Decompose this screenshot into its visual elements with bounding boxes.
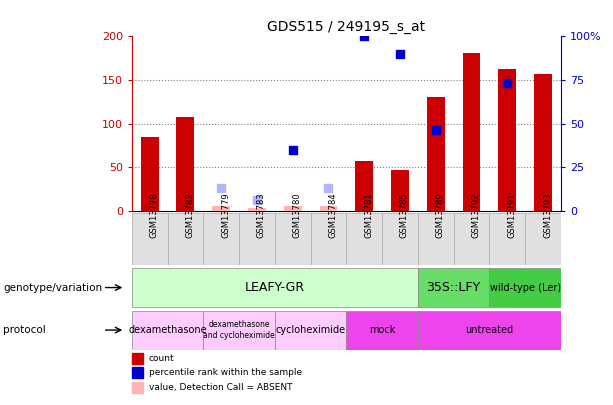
Text: value, Detection Call = ABSENT: value, Detection Call = ABSENT [149,383,292,392]
FancyBboxPatch shape [239,213,275,265]
FancyBboxPatch shape [525,213,561,265]
FancyBboxPatch shape [275,213,311,265]
Bar [498,69,516,211]
Bar [132,382,142,393]
Bar [356,161,373,211]
Point [502,80,512,87]
Text: dexamethasone: dexamethasone [128,325,207,335]
Bar [141,136,159,211]
Text: protocol: protocol [3,325,46,335]
Text: GSM13781: GSM13781 [364,192,373,238]
Bar [284,206,302,211]
FancyBboxPatch shape [418,213,454,265]
Text: GSM13783: GSM13783 [257,192,266,238]
Text: GSM13778: GSM13778 [150,192,159,238]
Text: dexamethasone
and cycloheximide: dexamethasone and cycloheximide [203,320,275,340]
Text: percentile rank within the sample: percentile rank within the sample [149,368,302,377]
Point [288,147,298,153]
FancyBboxPatch shape [382,213,418,265]
Point [145,7,154,14]
FancyBboxPatch shape [418,268,489,307]
Text: mock: mock [369,325,395,335]
Bar [177,117,194,211]
Text: GSM13793: GSM13793 [543,192,552,238]
Bar [248,208,266,211]
Point [359,33,369,40]
FancyBboxPatch shape [454,213,489,265]
Text: GSM13779: GSM13779 [221,192,230,238]
Point [252,197,262,203]
Text: GSM13784: GSM13784 [329,192,338,238]
Text: GSM13780: GSM13780 [293,192,302,238]
FancyBboxPatch shape [489,268,561,307]
Bar [427,98,444,211]
Bar [534,74,552,211]
Text: wild-type (Ler): wild-type (Ler) [490,283,561,292]
Text: cycloheximide: cycloheximide [275,325,346,335]
Point [431,127,441,134]
FancyBboxPatch shape [346,311,418,350]
FancyBboxPatch shape [204,213,239,265]
FancyBboxPatch shape [204,311,275,350]
Text: GSM13789: GSM13789 [436,192,445,238]
Point [216,185,226,191]
Text: GSM13792: GSM13792 [471,192,481,238]
Title: GDS515 / 249195_s_at: GDS515 / 249195_s_at [267,20,425,34]
FancyBboxPatch shape [167,213,204,265]
FancyBboxPatch shape [311,213,346,265]
Bar [132,353,142,364]
FancyBboxPatch shape [489,213,525,265]
Bar [463,53,481,211]
FancyBboxPatch shape [132,213,167,265]
Text: GSM13791: GSM13791 [507,192,516,238]
FancyBboxPatch shape [418,311,561,350]
Point [324,185,333,191]
Text: GSM13782: GSM13782 [185,192,194,238]
Text: genotype/variation: genotype/variation [3,283,102,292]
Text: untreated: untreated [465,325,514,335]
FancyBboxPatch shape [132,268,418,307]
FancyBboxPatch shape [132,311,204,350]
Bar [212,206,230,211]
FancyBboxPatch shape [275,311,346,350]
Bar [319,206,337,211]
Text: LEAFY-GR: LEAFY-GR [245,281,305,294]
FancyBboxPatch shape [346,213,382,265]
Bar [391,170,409,211]
Bar [132,367,142,378]
Text: 35S::LFY: 35S::LFY [427,281,481,294]
Text: GSM13785: GSM13785 [400,192,409,238]
Point [395,51,405,57]
Text: count: count [149,354,175,363]
